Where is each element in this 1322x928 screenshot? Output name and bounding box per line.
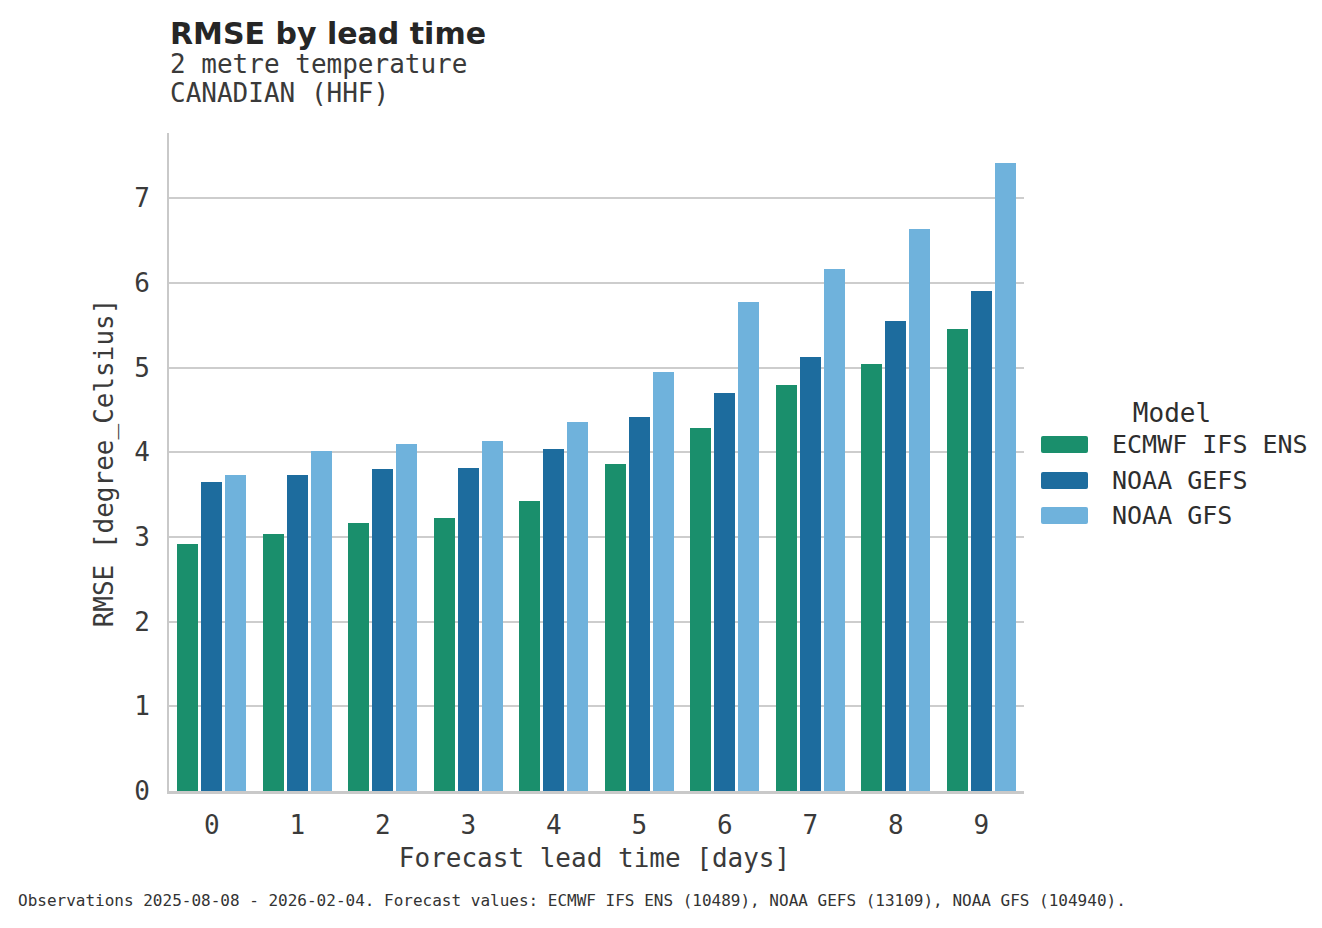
bar-group-9: [939, 133, 1025, 791]
x-tick-label: 1: [257, 810, 337, 840]
legend-item: NOAA GEFS: [1041, 463, 1303, 499]
legend-rows: ECMWF IFS ENS NOAA GEFS NOAA GFS: [1041, 427, 1303, 534]
legend-swatch-icon: [1041, 507, 1088, 524]
bar: [177, 544, 198, 791]
x-tick-label: 4: [514, 810, 594, 840]
legend-swatch-icon: [1041, 436, 1088, 453]
footer-caption: Observations 2025-08-08 - 2026-02-04. Fo…: [18, 891, 1126, 910]
bar: [396, 444, 417, 791]
legend-label: NOAA GEFS: [1112, 466, 1247, 495]
bar: [482, 441, 503, 791]
legend: Model ECMWF IFS ENS NOAA GEFS NOAA GFS: [1041, 399, 1303, 534]
x-tick-label: 8: [856, 810, 936, 840]
x-tick-label: 2: [343, 810, 423, 840]
bar: [800, 357, 821, 791]
bar: [311, 451, 332, 791]
bar: [947, 329, 968, 791]
bar: [653, 372, 674, 791]
plot-area: [167, 133, 1024, 794]
legend-swatch-icon: [1041, 472, 1088, 489]
bar: [519, 501, 540, 791]
chart-header: RMSE by lead time 2 metre temperature CA…: [170, 18, 486, 108]
bar: [885, 321, 906, 791]
page-root: RMSE by lead time 2 metre temperature CA…: [0, 0, 1322, 928]
y-axis-title: RMSE [degree_Celsius]: [89, 299, 119, 628]
bar: [287, 475, 308, 791]
bar: [776, 385, 797, 791]
y-tick-label: 7: [80, 183, 150, 213]
bar: [263, 534, 284, 791]
bar: [714, 393, 735, 791]
bar-group-5: [597, 133, 683, 791]
bar: [909, 229, 930, 791]
x-tick-label: 6: [685, 810, 765, 840]
bar: [824, 269, 845, 791]
x-tick-label: 5: [599, 810, 679, 840]
legend-label: NOAA GFS: [1112, 501, 1232, 530]
bar: [201, 482, 222, 791]
bar: [605, 464, 626, 791]
bar: [567, 422, 588, 791]
legend-item: NOAA GFS: [1041, 498, 1303, 534]
bar: [738, 302, 759, 791]
bar-group-4: [511, 133, 597, 791]
x-axis-title: Forecast lead time [days]: [167, 843, 1022, 873]
chart-title: RMSE by lead time: [170, 18, 486, 50]
bar: [348, 523, 369, 791]
bar: [995, 163, 1016, 791]
bar-groups: [169, 133, 1024, 791]
y-tick-label: 6: [80, 268, 150, 298]
bar-group-6: [682, 133, 768, 791]
y-tick-label: 1: [80, 691, 150, 721]
x-tick-label: 0: [172, 810, 252, 840]
bar-group-7: [768, 133, 854, 791]
legend-item: ECMWF IFS ENS: [1041, 427, 1303, 463]
bar-group-3: [426, 133, 512, 791]
x-tick-label: 3: [428, 810, 508, 840]
y-tick-label: 0: [80, 776, 150, 806]
bar: [690, 428, 711, 791]
x-tick-label: 9: [941, 810, 1021, 840]
bar: [543, 449, 564, 791]
bar: [971, 291, 992, 791]
bar: [629, 417, 650, 791]
bar: [372, 469, 393, 791]
bar-group-1: [255, 133, 341, 791]
bar-group-8: [853, 133, 939, 791]
legend-title: Model: [1041, 399, 1303, 427]
chart-subtitle-model: CANADIAN (HHF): [170, 79, 486, 108]
bar: [225, 475, 246, 791]
bar: [458, 468, 479, 791]
bar-group-2: [340, 133, 426, 791]
x-tick-label: 7: [770, 810, 850, 840]
legend-label: ECMWF IFS ENS: [1112, 430, 1308, 459]
chart-subtitle-variable: 2 metre temperature: [170, 50, 486, 79]
bar: [861, 364, 882, 791]
bar: [434, 518, 455, 791]
bar-group-0: [169, 133, 255, 791]
